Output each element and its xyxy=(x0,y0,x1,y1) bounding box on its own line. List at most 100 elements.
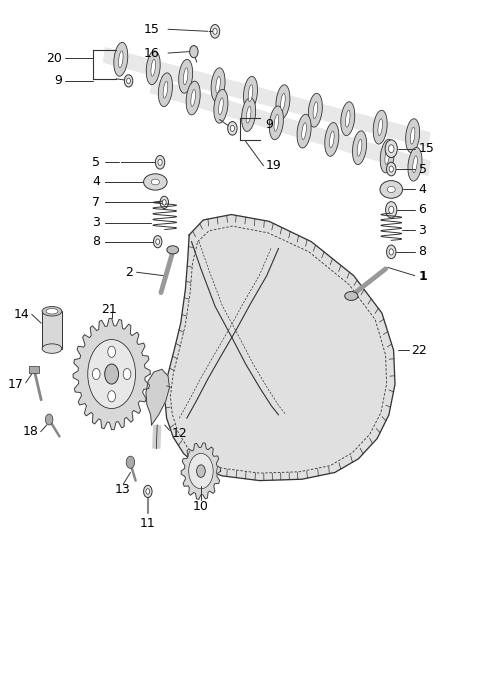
Text: 19: 19 xyxy=(265,159,281,172)
Text: 17: 17 xyxy=(8,378,24,391)
Bar xyxy=(29,366,39,372)
Ellipse shape xyxy=(211,68,225,102)
Circle shape xyxy=(158,159,162,166)
Circle shape xyxy=(389,206,394,214)
Circle shape xyxy=(126,456,135,469)
Ellipse shape xyxy=(151,179,159,185)
Text: 21: 21 xyxy=(101,303,117,316)
Ellipse shape xyxy=(325,122,339,156)
Polygon shape xyxy=(181,442,221,499)
Text: 5: 5 xyxy=(419,163,427,176)
Circle shape xyxy=(213,28,217,34)
Polygon shape xyxy=(104,48,430,147)
Ellipse shape xyxy=(308,93,323,127)
Polygon shape xyxy=(73,318,150,429)
Text: 20: 20 xyxy=(47,52,62,65)
Text: 16: 16 xyxy=(144,47,159,60)
Ellipse shape xyxy=(269,106,283,139)
Polygon shape xyxy=(151,78,430,176)
Ellipse shape xyxy=(216,76,220,93)
Ellipse shape xyxy=(341,102,355,135)
Circle shape xyxy=(197,465,205,477)
Text: 2: 2 xyxy=(125,266,133,279)
Ellipse shape xyxy=(144,174,167,190)
Ellipse shape xyxy=(378,119,383,135)
Circle shape xyxy=(189,453,213,488)
Circle shape xyxy=(190,45,198,58)
Text: 11: 11 xyxy=(140,517,156,530)
Circle shape xyxy=(46,414,53,425)
Circle shape xyxy=(146,488,150,494)
Ellipse shape xyxy=(248,85,253,102)
Polygon shape xyxy=(146,370,169,425)
Circle shape xyxy=(230,125,235,131)
Ellipse shape xyxy=(346,110,350,127)
Ellipse shape xyxy=(151,59,156,76)
Circle shape xyxy=(88,339,135,409)
Text: 7: 7 xyxy=(92,196,100,209)
Circle shape xyxy=(127,78,131,84)
Text: 9: 9 xyxy=(265,118,273,131)
Ellipse shape xyxy=(313,102,318,119)
Text: 4: 4 xyxy=(92,175,100,188)
Circle shape xyxy=(386,162,396,176)
Ellipse shape xyxy=(119,51,123,68)
Text: 10: 10 xyxy=(193,500,209,513)
Ellipse shape xyxy=(214,89,228,123)
Text: 9: 9 xyxy=(54,74,62,87)
Ellipse shape xyxy=(186,81,200,115)
Text: 18: 18 xyxy=(23,425,39,438)
Ellipse shape xyxy=(42,344,62,353)
Text: 4: 4 xyxy=(419,183,426,196)
Circle shape xyxy=(386,245,396,259)
Circle shape xyxy=(389,249,394,255)
Text: 8: 8 xyxy=(419,245,427,258)
Text: 3: 3 xyxy=(92,216,100,229)
Circle shape xyxy=(154,236,162,248)
Ellipse shape xyxy=(158,73,172,106)
Ellipse shape xyxy=(385,148,390,164)
Circle shape xyxy=(108,391,116,402)
Ellipse shape xyxy=(297,114,311,148)
Ellipse shape xyxy=(410,127,415,144)
Ellipse shape xyxy=(46,308,58,314)
Circle shape xyxy=(385,140,397,157)
Circle shape xyxy=(156,155,165,169)
Ellipse shape xyxy=(345,291,358,300)
Ellipse shape xyxy=(146,51,160,85)
Ellipse shape xyxy=(387,186,395,192)
Text: 5: 5 xyxy=(92,156,100,169)
Ellipse shape xyxy=(179,59,192,93)
Ellipse shape xyxy=(373,110,387,144)
Circle shape xyxy=(389,166,394,172)
Ellipse shape xyxy=(281,93,285,110)
Ellipse shape xyxy=(406,119,420,153)
Text: 15: 15 xyxy=(144,23,159,36)
Ellipse shape xyxy=(276,85,290,119)
Circle shape xyxy=(228,122,237,135)
Text: 14: 14 xyxy=(13,308,29,321)
Text: 15: 15 xyxy=(419,142,434,155)
Text: 22: 22 xyxy=(411,344,427,357)
Circle shape xyxy=(108,346,116,357)
Ellipse shape xyxy=(163,81,168,98)
Text: 1: 1 xyxy=(419,271,427,284)
Ellipse shape xyxy=(241,98,256,131)
Ellipse shape xyxy=(42,306,62,316)
Bar xyxy=(42,311,62,348)
Circle shape xyxy=(210,25,220,38)
Circle shape xyxy=(385,202,397,218)
Ellipse shape xyxy=(329,131,334,148)
Text: 3: 3 xyxy=(419,224,426,236)
Circle shape xyxy=(124,75,133,87)
Polygon shape xyxy=(165,214,395,481)
Ellipse shape xyxy=(302,123,306,139)
Circle shape xyxy=(162,200,166,205)
Circle shape xyxy=(92,368,100,380)
Ellipse shape xyxy=(413,156,417,172)
Ellipse shape xyxy=(274,115,279,131)
Ellipse shape xyxy=(167,246,179,254)
Ellipse shape xyxy=(352,131,367,165)
Ellipse shape xyxy=(243,76,257,110)
Text: 8: 8 xyxy=(92,235,100,248)
